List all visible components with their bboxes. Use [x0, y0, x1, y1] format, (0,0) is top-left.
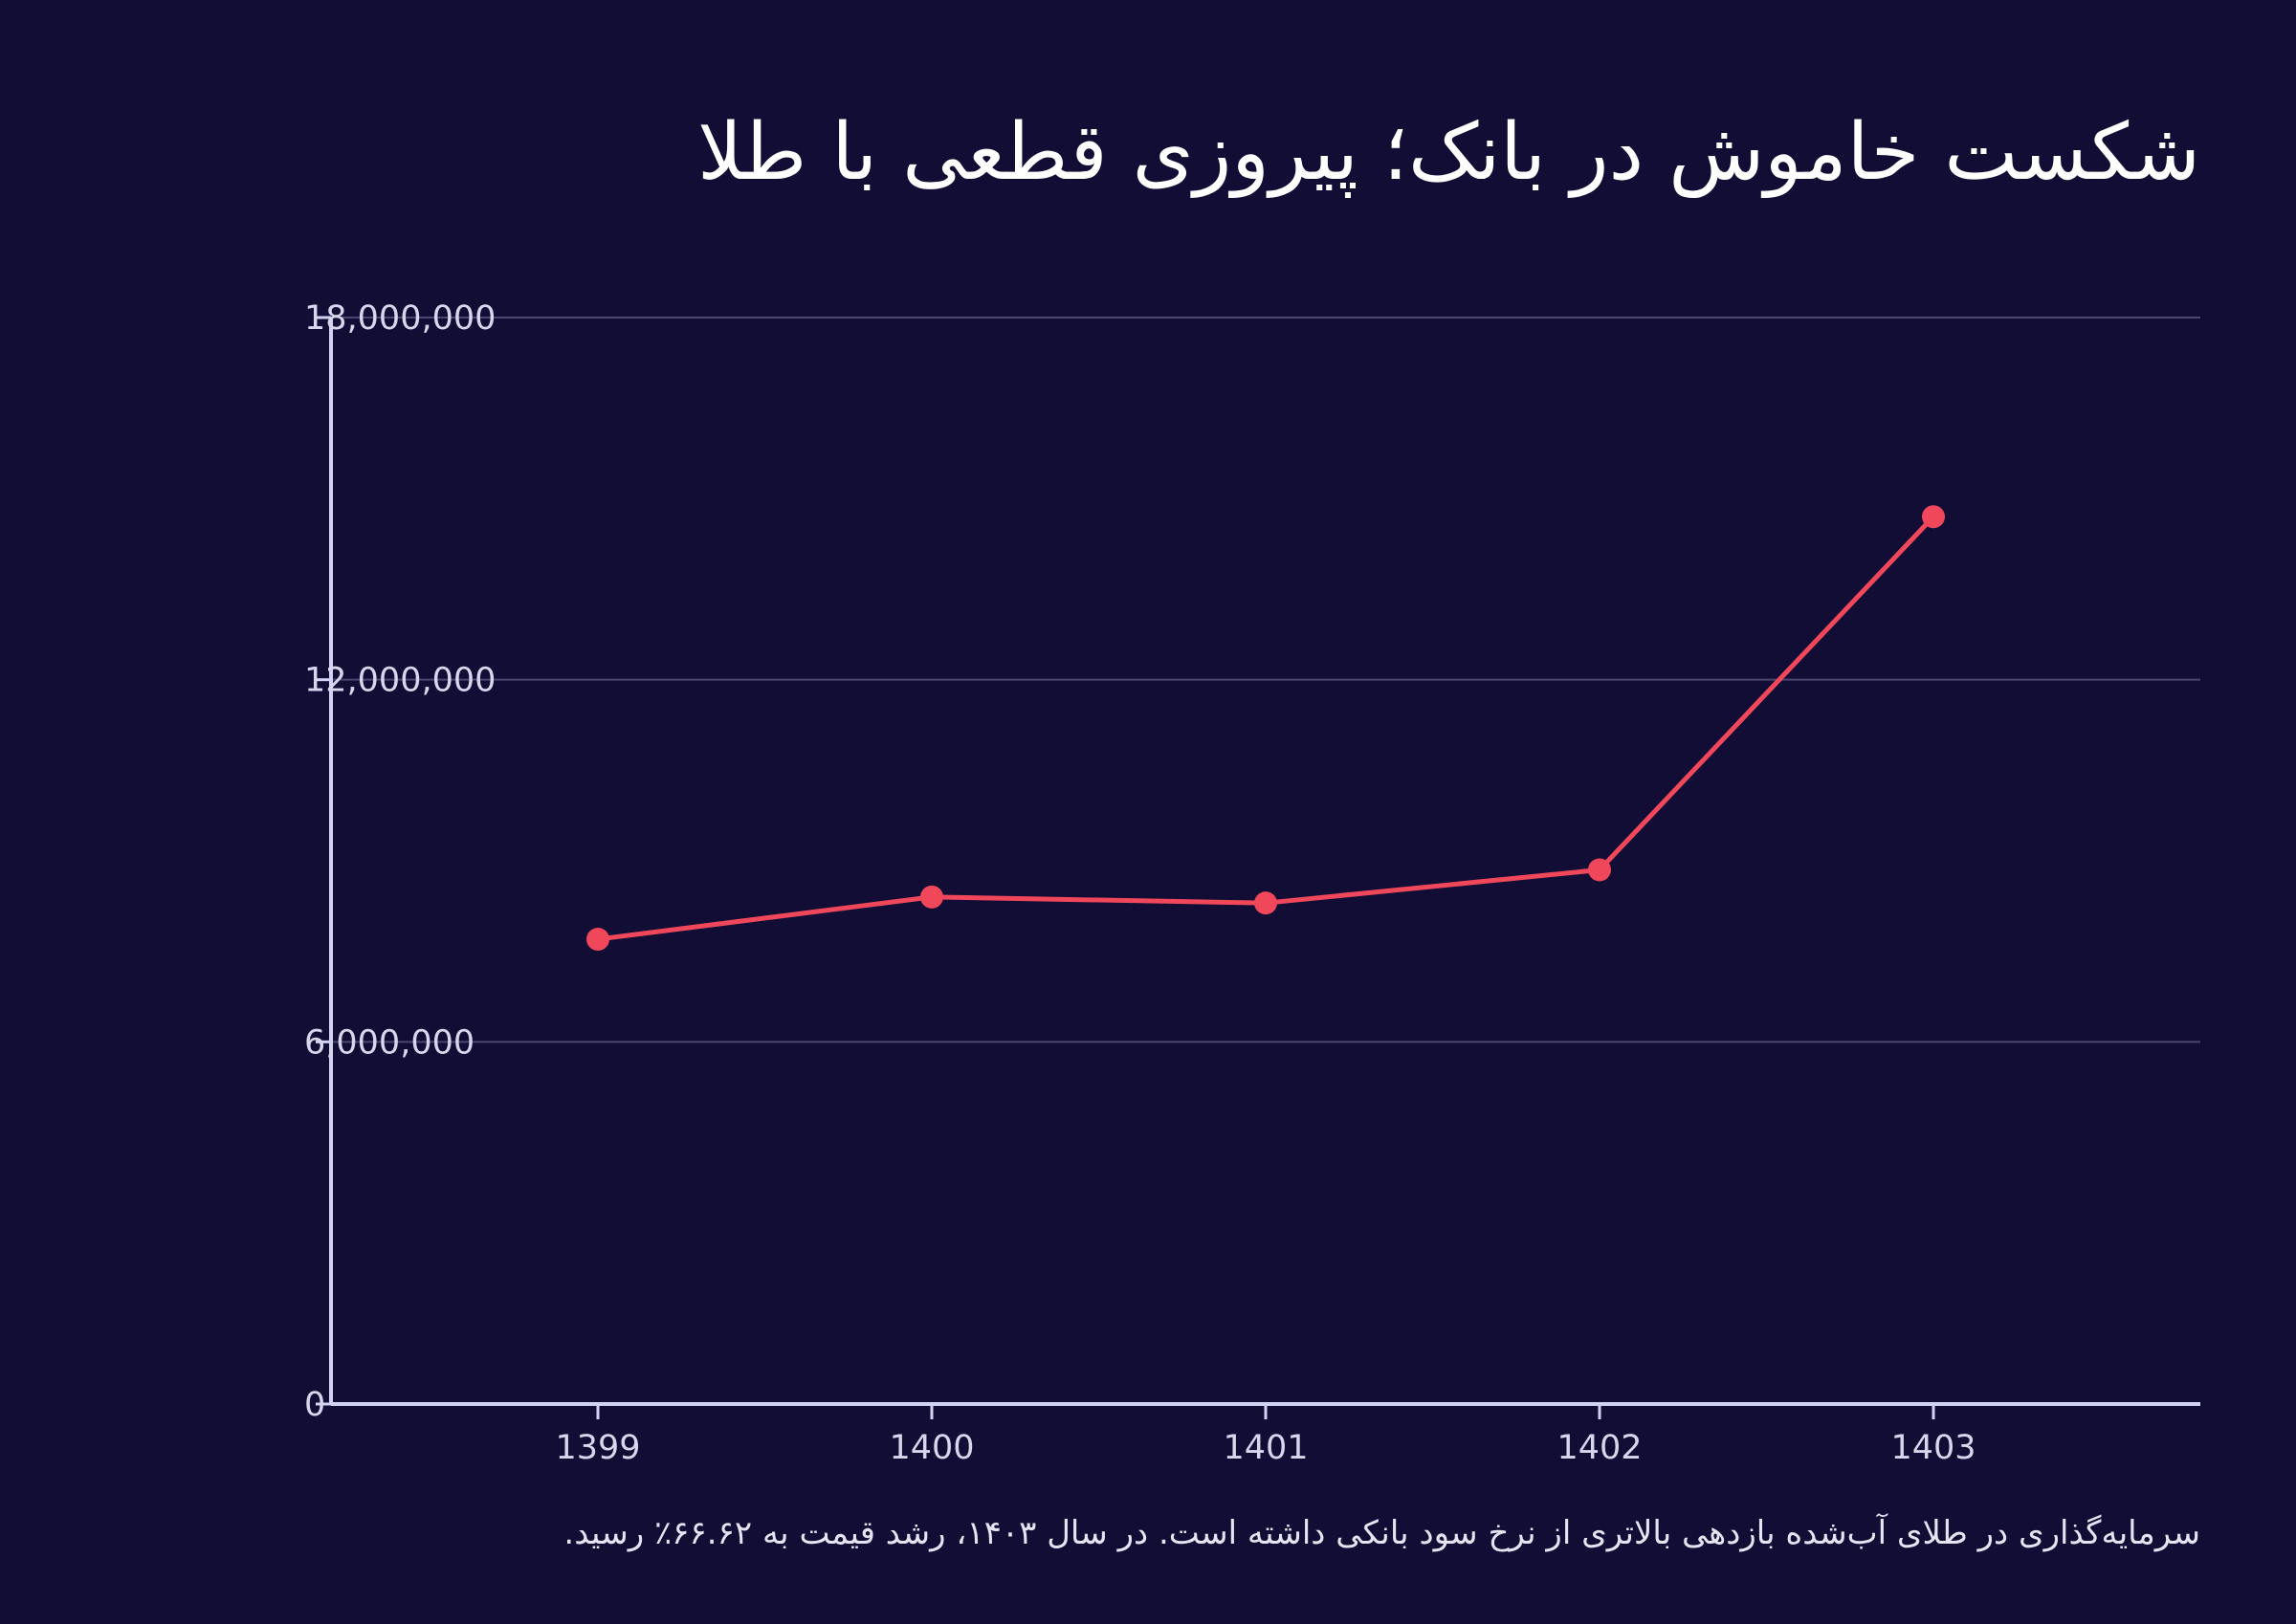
x-tick-label-3: 1402 [1556, 1429, 1642, 1467]
y-axis-ticks: 0 6,000,000 12,000,000 18,000,000 [304, 299, 496, 1424]
x-tick-label-2: 1401 [1223, 1429, 1308, 1467]
x-tick-label-4: 1403 [1890, 1429, 1976, 1467]
chart-title: شکست خاموش در بانک؛ پیروزی قطعی با طلا [697, 107, 2200, 198]
y-tick-label-1: 6,000,000 [304, 1023, 475, 1062]
y-tick-label-0: 0 [304, 1386, 325, 1424]
data-point-1399 [586, 928, 609, 952]
y-tick-label-2: 12,000,000 [304, 662, 496, 700]
axes [329, 318, 2200, 1406]
x-tick-label-1: 1400 [889, 1429, 974, 1467]
series-line-0 [595, 514, 1936, 942]
chart-caption: سرمایه‌گذاری در طلای آب‌شده بازدهی بالات… [563, 1514, 2200, 1552]
data-point-1403 [1922, 505, 1945, 529]
gridlines [331, 317, 2200, 1043]
data-point-1402 [1588, 858, 1611, 882]
x-tick-label-0: 1399 [555, 1429, 640, 1467]
data-point-1400 [920, 885, 943, 909]
y-tick-label-3: 18,000,000 [304, 299, 496, 338]
series-group [586, 505, 1945, 952]
x-axis-ticks: 1399 1400 1401 1402 1403 [555, 1404, 1976, 1467]
data-point-1401 [1254, 891, 1277, 915]
